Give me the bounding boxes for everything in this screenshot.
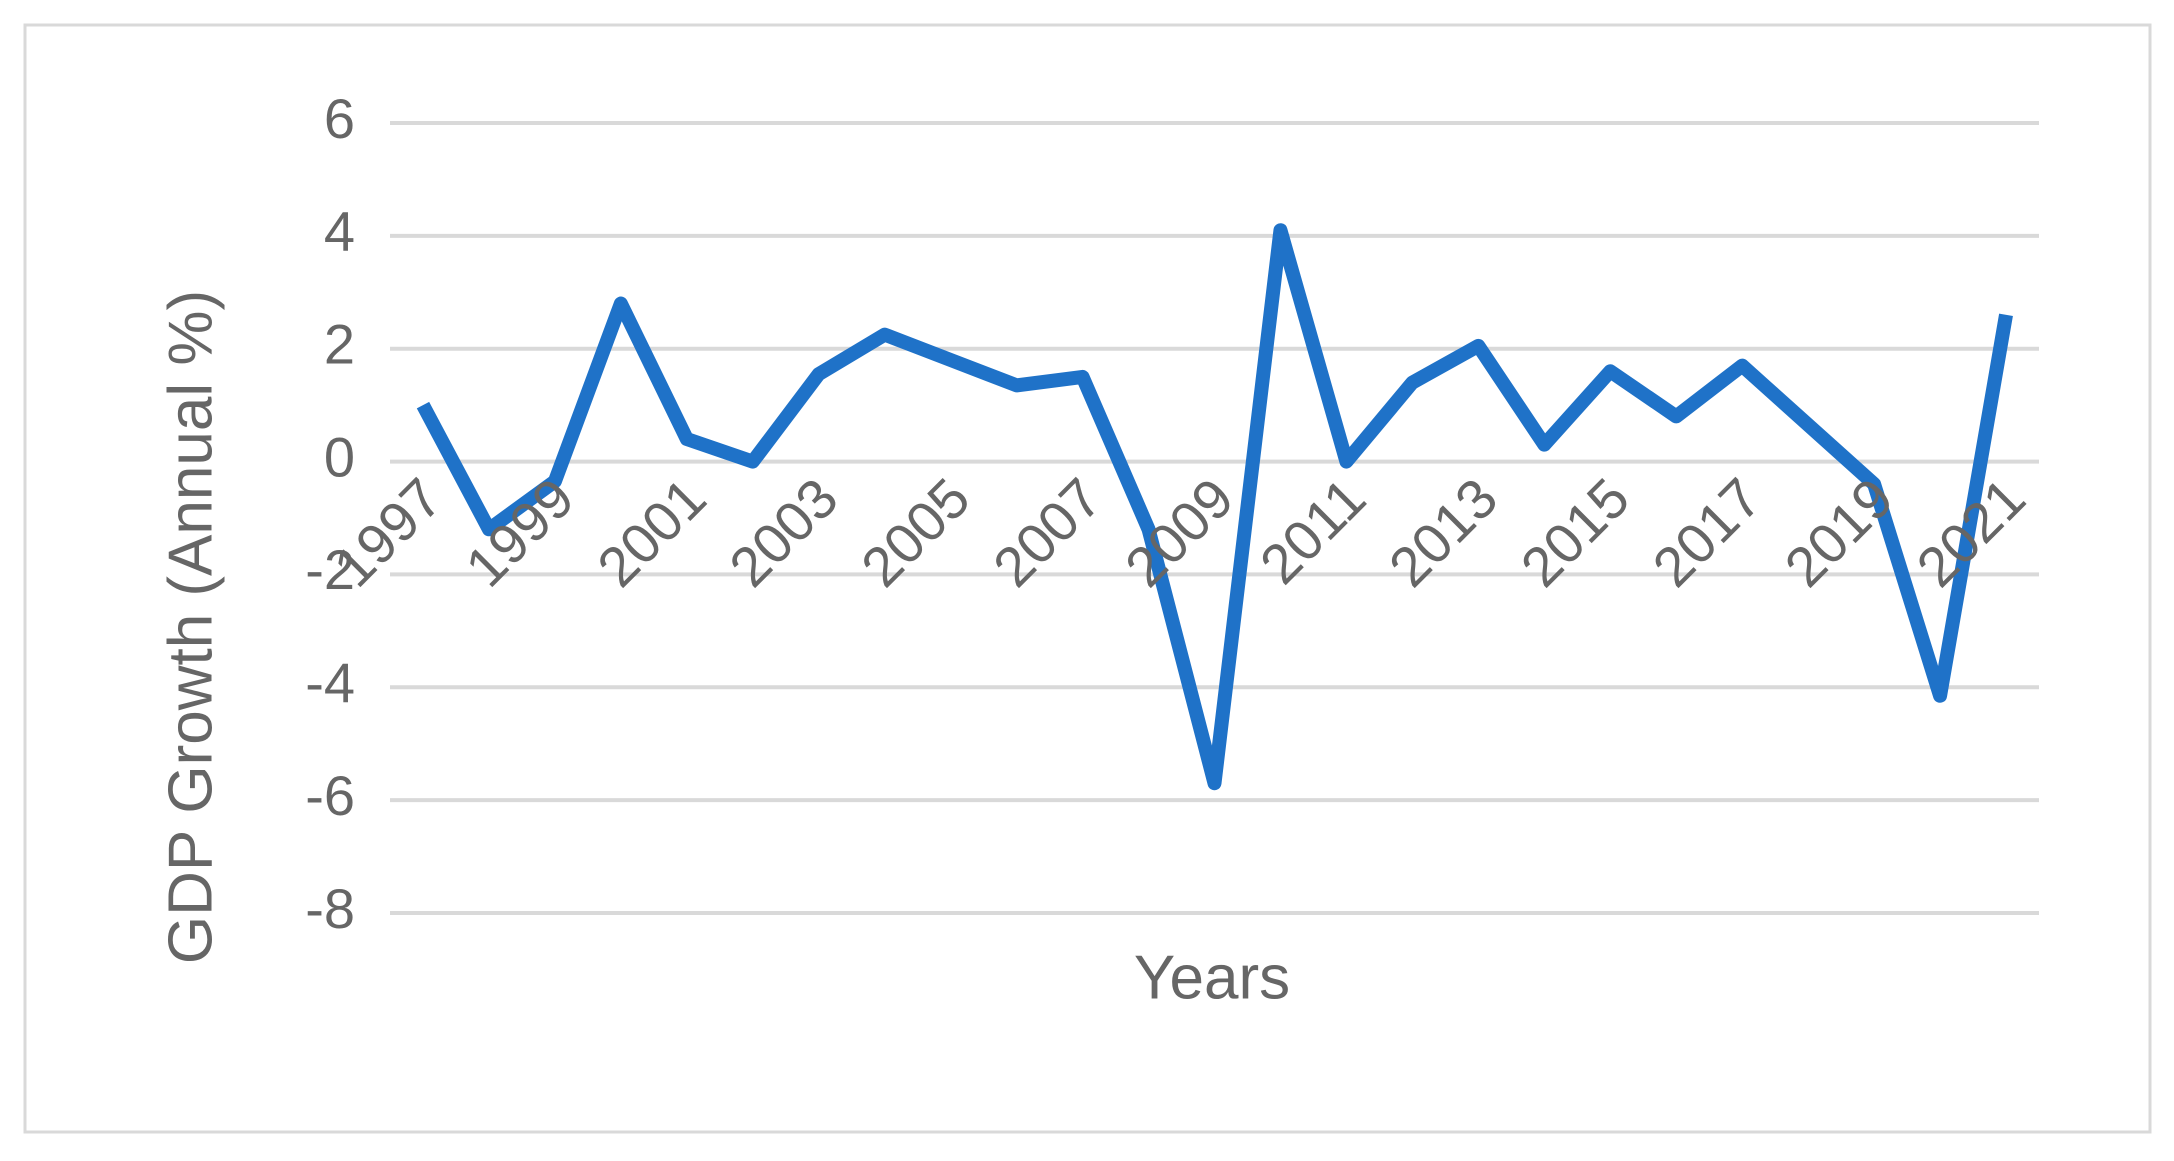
y-tick-label: 2 [324,313,355,376]
y-tick-label: -8 [305,877,355,940]
y-tick-label: 6 [324,87,355,150]
y-axis-title: GDP Growth (Annual %) [156,290,225,964]
y-tick-label: 0 [324,425,355,488]
y-tick-label: -2 [305,538,355,601]
x-axis-title: Years [1134,943,1290,1012]
chart-border [23,23,2152,1134]
y-tick-label: -6 [305,764,355,827]
y-tick-label: -4 [305,651,355,714]
data-line [416,223,2013,791]
y-tick-label: 4 [324,200,355,263]
